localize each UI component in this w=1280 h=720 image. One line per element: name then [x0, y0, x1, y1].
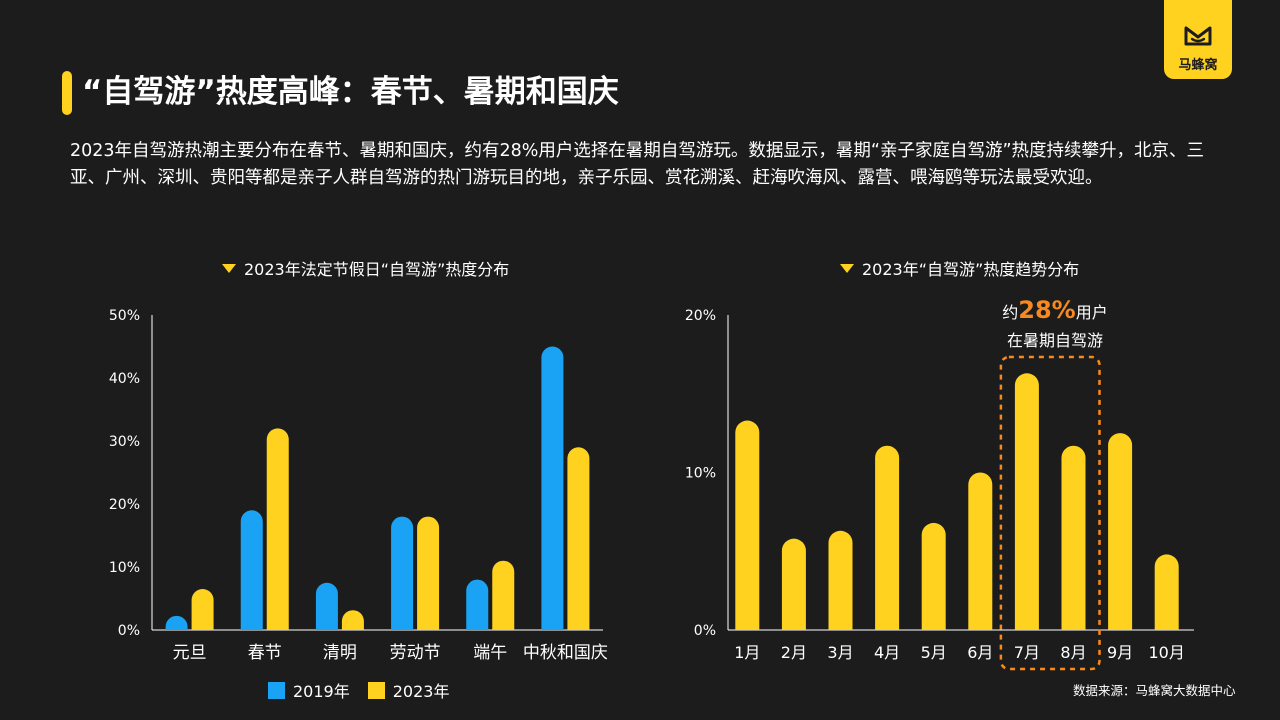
bar-1月 — [735, 420, 760, 630]
legend-item-2019: 2019年 — [268, 678, 350, 702]
x-tick-label: 中秋和国庆 — [523, 643, 608, 663]
data-source: 数据来源：马蜂窝大数据中心 — [1073, 683, 1236, 698]
callout-line2: 在暑期自驾游 — [1006, 331, 1103, 350]
bar-5月 — [921, 522, 946, 630]
bar-7月 — [1014, 373, 1039, 630]
holiday-bar-chart: 0% 10% 20% 30% 40% 50% 元旦 春节 清明 劳动节 端午 中秋和国庆 — [109, 308, 608, 663]
bar-2019年-清明 — [315, 582, 338, 630]
chart1-title-text: 2023年法定节假日“自驾游”热度分布 — [244, 260, 510, 279]
callout-suffix: 用户 — [1075, 303, 1108, 322]
y-tick-label: 0% — [118, 623, 140, 639]
bar-2023年-春节 — [266, 428, 289, 630]
highlight-box — [999, 355, 1101, 671]
bar-2023年-中秋和国庆 — [567, 447, 590, 630]
chart1-title: 2023年法定节假日“自驾游”热度分布 — [222, 256, 509, 280]
x-tick-label: 1月 — [734, 643, 760, 662]
x-tick-label: 5月 — [921, 643, 947, 662]
chart1-legend: 2019年 2023年 — [268, 678, 467, 702]
x-tick-label: 9月 — [1107, 643, 1133, 662]
peak-callout: 约28%用户 在暑期自驾游 — [975, 296, 1135, 355]
bar-6月 — [968, 472, 993, 630]
y-tick-label: 30% — [109, 434, 140, 450]
bar-2023年-清明 — [341, 610, 364, 630]
callout-line1: 约28%用户 — [975, 296, 1135, 327]
brand-mark-icon — [1184, 26, 1212, 46]
bar-2月 — [781, 538, 806, 630]
x-tick-label: 端午 — [473, 643, 507, 663]
monthly-bar-chart: 0% 10% 20% 1月 2月 3月 4月 5月 6月 7月 8月 9月 10月 — [685, 308, 1194, 671]
chart2-title-text: 2023年“自驾游”热度趋势分布 — [862, 260, 1080, 279]
x-tick-label: 元旦 — [173, 643, 207, 663]
y-tick-label: 40% — [109, 371, 140, 387]
bar-2019年-中秋和国庆 — [541, 346, 564, 630]
x-tick-label: 10月 — [1149, 643, 1185, 662]
x-tick-label: 8月 — [1060, 643, 1086, 662]
y-tick-label: 20% — [685, 308, 716, 324]
y-tick-label: 50% — [109, 308, 140, 324]
x-tick-label: 2月 — [781, 643, 807, 662]
description-paragraph: 2023年自驾游热潮主要分布在春节、暑期和国庆，约有28%用户选择在暑期自驾游玩… — [70, 141, 1205, 188]
brand-name: 马蜂窝 — [1178, 58, 1218, 73]
bar-2019年-端午 — [466, 579, 489, 630]
y-tick-label: 10% — [109, 560, 140, 576]
bar-2023年-端午 — [492, 560, 515, 630]
chart2-title: 2023年“自驾游”热度趋势分布 — [840, 256, 1079, 280]
triangle-marker-icon — [222, 263, 236, 273]
x-tick-label: 春节 — [248, 643, 282, 663]
bar-8月 — [1061, 445, 1086, 630]
bar-2023年-元旦 — [191, 589, 214, 630]
legend-swatch-2023 — [367, 681, 385, 699]
bar-9月 — [1108, 433, 1133, 630]
bar-4月 — [875, 445, 900, 630]
legend-label-2023: 2023年 — [392, 682, 450, 701]
legend-swatch-2019 — [268, 681, 285, 699]
callout-prefix: 约 — [1002, 303, 1019, 322]
brand-logo: 马蜂窝 — [1164, 0, 1232, 79]
x-tick-label: 清明 — [323, 643, 357, 663]
y-tick-label: 10% — [685, 466, 716, 482]
bar-2019年-劳动节 — [391, 516, 414, 630]
legend-item-2023: 2023年 — [367, 678, 450, 702]
triangle-marker-icon — [840, 263, 854, 273]
x-tick-label: 4月 — [874, 643, 900, 662]
x-tick-label: 7月 — [1014, 643, 1040, 662]
bar-10月 — [1154, 554, 1179, 630]
y-tick-label: 0% — [694, 623, 716, 639]
bar-3月 — [828, 530, 853, 630]
bar-2019年-春节 — [240, 510, 263, 630]
x-tick-label: 劳动节 — [390, 643, 441, 663]
legend-label-2019: 2019年 — [293, 682, 350, 701]
bar-2019年-元旦 — [165, 615, 188, 630]
x-tick-label: 6月 — [967, 643, 993, 662]
title-accent-bar — [62, 71, 72, 115]
y-tick-label: 20% — [109, 497, 140, 513]
page-title: “自驾游”热度高峰：春节、暑期和国庆 — [82, 74, 619, 110]
x-tick-label: 3月 — [827, 643, 853, 662]
callout-value: 28% — [1018, 296, 1076, 324]
bar-2023年-劳动节 — [417, 516, 440, 630]
